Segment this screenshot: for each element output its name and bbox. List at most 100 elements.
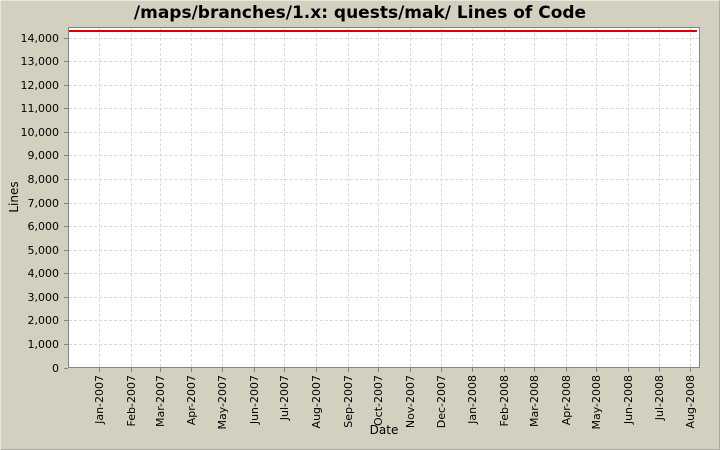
x-tick-label: Sep-2007 (341, 375, 355, 428)
y-tick-mark (64, 61, 68, 63)
gridline-horizontal (69, 296, 699, 298)
y-tick-mark (64, 84, 68, 86)
y-tick-mark (64, 37, 68, 39)
gridline-horizontal (69, 37, 699, 39)
y-tick-label: 14,000 (20, 31, 60, 45)
x-tick-mark (410, 368, 412, 372)
y-tick-label: 8,000 (27, 172, 60, 186)
gridline-vertical (191, 28, 193, 367)
x-tick-label: May-2007 (215, 375, 229, 430)
x-tick-label: Jul-2008 (652, 375, 666, 421)
y-tick-mark (64, 320, 68, 322)
gridline-vertical (347, 28, 349, 367)
y-tick-label: 0 (52, 361, 59, 375)
x-tick-label: Aug-2008 (684, 375, 698, 429)
x-tick-mark (347, 368, 349, 372)
gridline-vertical (627, 28, 629, 367)
x-tick-mark (378, 368, 380, 372)
x-tick-mark (565, 368, 567, 372)
gridline-horizontal (69, 343, 699, 345)
x-tick-label: May-2008 (590, 375, 604, 430)
y-tick-mark (64, 273, 68, 275)
gridline-vertical (378, 28, 380, 367)
gridline-vertical (410, 28, 412, 367)
gridline-vertical (99, 28, 101, 367)
x-tick-label: Aug-2007 (310, 375, 323, 429)
y-tick-label: 3,000 (27, 290, 60, 304)
gridline-vertical (658, 28, 660, 367)
x-tick-mark (690, 368, 692, 372)
x-tick-mark (99, 368, 101, 372)
y-tick-mark (64, 296, 68, 298)
y-tick-mark (64, 178, 68, 180)
lines-of-code-series-line (69, 30, 697, 33)
x-tick-mark (159, 368, 161, 372)
x-tick-mark (221, 368, 223, 372)
y-tick-label: 1,000 (27, 337, 60, 351)
gridline-horizontal (69, 320, 699, 322)
y-tick-label: 6,000 (27, 220, 60, 234)
gridline-horizontal (69, 131, 699, 133)
y-tick-mark (64, 343, 68, 345)
gridline-vertical (159, 28, 161, 367)
x-tick-mark (627, 368, 629, 372)
y-tick-mark (64, 131, 68, 133)
y-tick-label: 9,000 (27, 149, 60, 163)
gridline-vertical (130, 28, 132, 367)
y-axis-title: Lines (7, 181, 21, 213)
y-tick-label: 2,000 (27, 314, 60, 328)
x-tick-label: Jan-2007 (93, 375, 107, 424)
x-tick-mark (472, 368, 474, 372)
x-tick-label: Jun-2008 (621, 375, 635, 425)
gridline-vertical (440, 28, 442, 367)
y-tick-label: 11,000 (20, 102, 60, 116)
gridline-horizontal (69, 178, 699, 180)
gridline-vertical (284, 28, 286, 367)
gridline-horizontal (69, 84, 699, 86)
x-tick-label: Jul-2007 (278, 375, 292, 421)
gridline-horizontal (69, 155, 699, 157)
y-tick-label: 4,000 (27, 267, 60, 281)
gridline-vertical (316, 28, 317, 367)
x-tick-label: Jun-2007 (247, 375, 261, 425)
gridline-vertical (472, 28, 474, 367)
y-tick-mark (64, 226, 68, 228)
gridline-horizontal (69, 226, 699, 228)
chart-title: /maps/branches/1.x: quests/mak/ Lines of… (133, 3, 587, 23)
x-tick-mark (284, 368, 286, 372)
y-tick-label: 7,000 (27, 196, 60, 210)
x-tick-mark (316, 368, 317, 372)
x-tick-label: Oct-2007 (372, 375, 386, 426)
x-tick-mark (504, 368, 506, 372)
gridline-horizontal (69, 273, 699, 275)
gridline-horizontal (69, 108, 699, 110)
y-tick-mark (64, 367, 68, 369)
y-tick-mark (64, 202, 68, 204)
x-tick-label: Nov-2007 (404, 375, 418, 429)
x-tick-label: Feb-2008 (498, 375, 512, 427)
gridline-vertical (253, 28, 255, 367)
x-tick-label: Dec-2007 (434, 375, 448, 429)
x-axis-title: Date (369, 423, 399, 437)
y-tick-mark (64, 249, 68, 251)
y-tick-mark (64, 155, 68, 157)
gridline-vertical (565, 28, 567, 367)
x-tick-label: Mar-2008 (527, 375, 541, 428)
gridline-vertical (596, 28, 598, 367)
x-tick-mark (253, 368, 255, 372)
gridline-vertical (690, 28, 692, 367)
x-tick-label: Apr-2008 (559, 375, 573, 426)
x-tick-label: Mar-2007 (153, 375, 167, 428)
x-tick-label: Feb-2007 (124, 375, 138, 427)
x-tick-mark (130, 368, 132, 372)
gridline-horizontal (69, 61, 699, 63)
x-tick-mark (658, 368, 660, 372)
gridline-horizontal (69, 202, 699, 204)
y-tick-label: 12,000 (20, 78, 60, 92)
x-tick-label: Apr-2007 (185, 375, 199, 426)
gridline-vertical (221, 28, 223, 367)
plot-area (68, 27, 700, 368)
x-tick-label: Jan-2008 (466, 375, 480, 424)
gridline-horizontal (69, 249, 699, 251)
